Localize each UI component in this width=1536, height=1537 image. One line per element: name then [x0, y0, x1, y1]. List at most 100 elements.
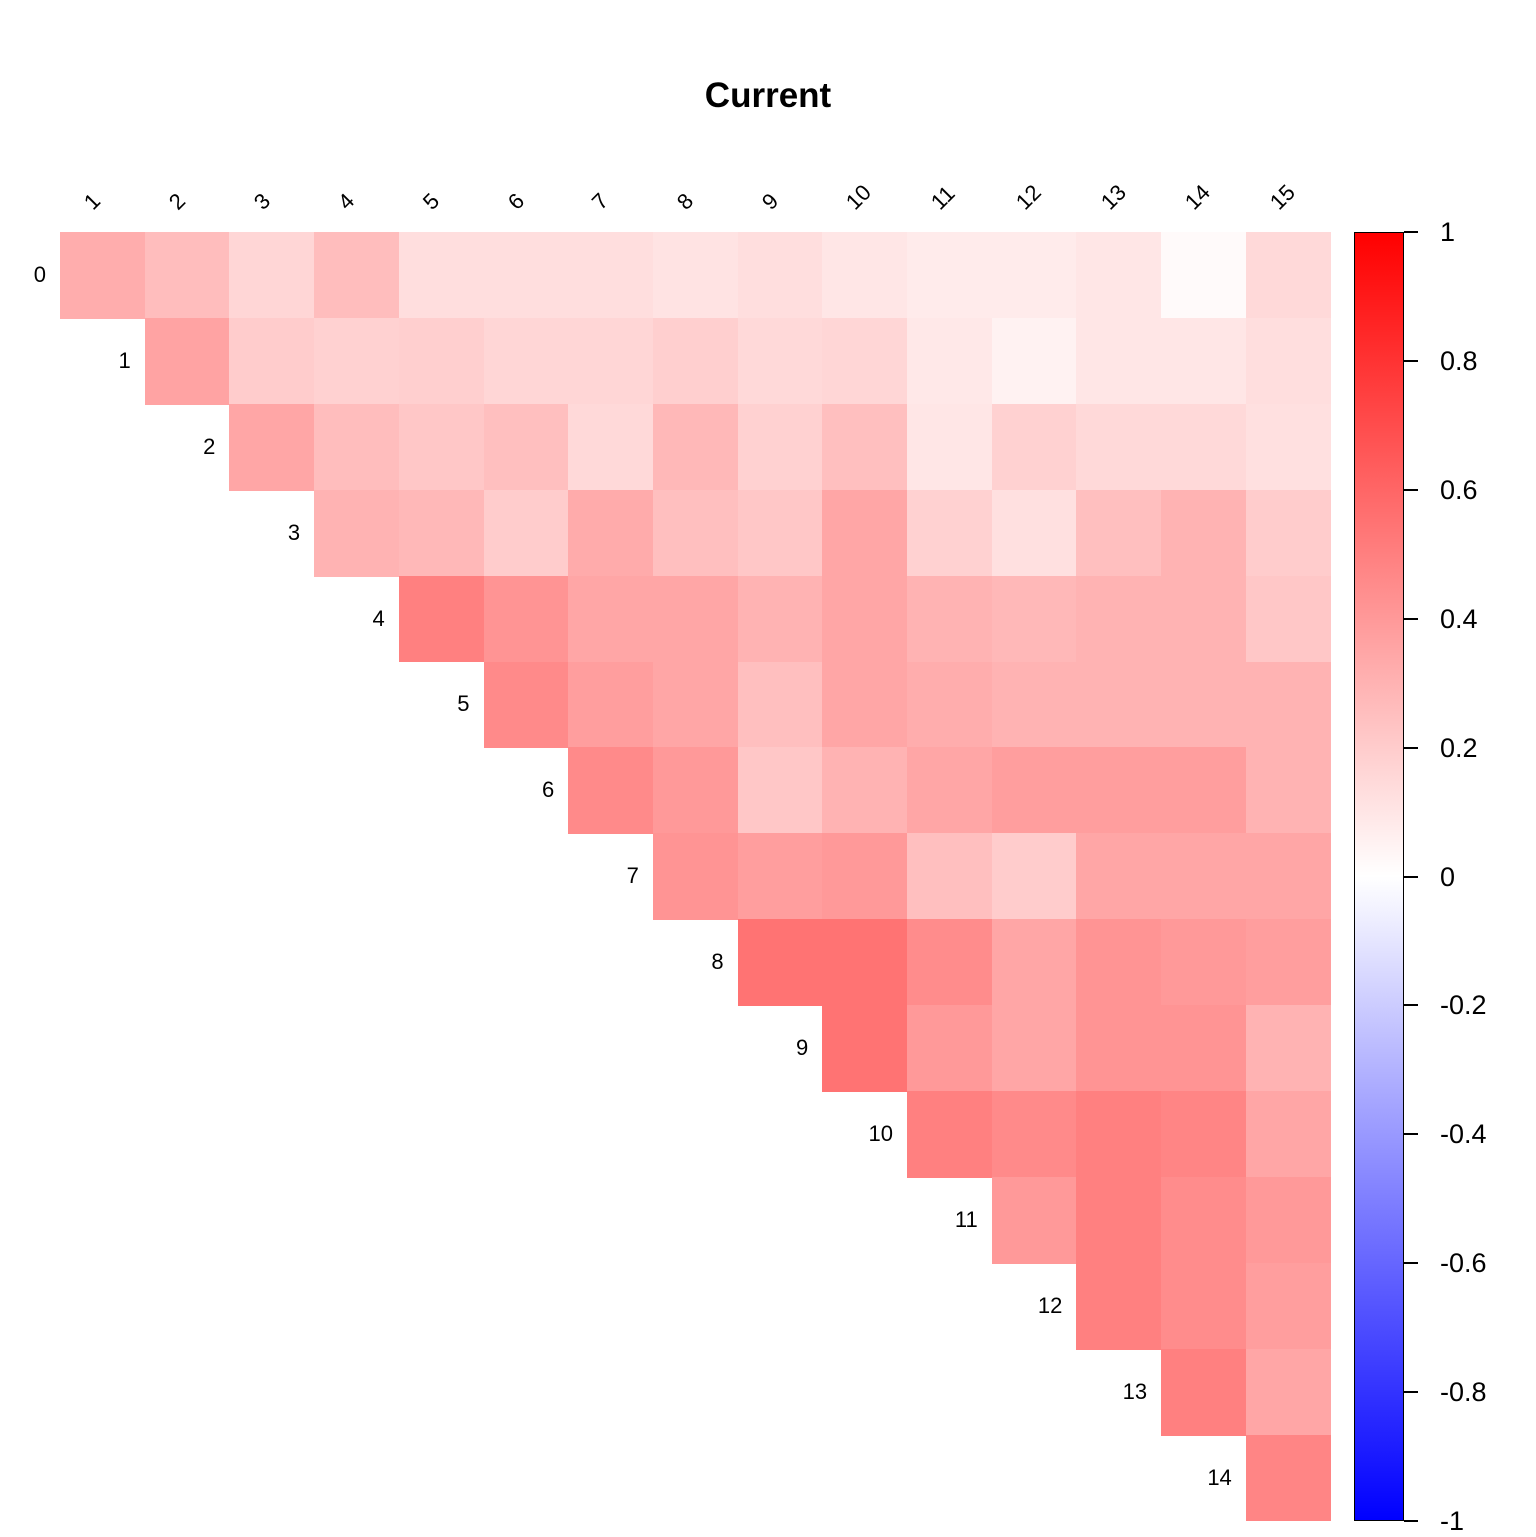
heatmap-cell-r0-c2: [144, 232, 231, 319]
heatmap-cell-r3-c13: [1076, 489, 1163, 577]
heatmap-cell-r3-c15: [1245, 489, 1332, 577]
heatmap-cell-r11-c12: [991, 1176, 1078, 1264]
heatmap-cell-r7-c10: [822, 833, 908, 921]
heatmap-cell-r2-c5: [398, 403, 485, 491]
colorbar-tick-label--0.2: -0.2: [1440, 990, 1487, 1021]
colorbar-tick-label--0.6: -0.6: [1440, 1248, 1487, 1279]
row-label-7: 7: [626, 863, 639, 889]
heatmap-cell-r4-c5: [398, 575, 485, 663]
heatmap-cell-r2-c7: [568, 403, 654, 491]
heatmap-cell-r14-c15: [1245, 1434, 1332, 1522]
heatmap-cell-r3-c14: [1161, 489, 1247, 577]
heatmap-cell-r0-c7: [568, 232, 654, 319]
heatmap-cell-r0-c4: [314, 232, 400, 319]
heatmap-cell-r6-c7: [568, 747, 654, 835]
heatmap-cell-r5-c9: [737, 661, 824, 749]
heatmap-cell-r0-c13: [1076, 232, 1163, 319]
heatmap-cell-r10-c15: [1245, 1091, 1332, 1178]
heatmap-cell-r7-c11: [907, 833, 993, 921]
heatmap-cell-r0-c8: [652, 232, 739, 319]
heatmap-cell-r0-c5: [398, 232, 485, 319]
row-label-10: 10: [868, 1120, 893, 1146]
heatmap-cell-r13-c15: [1245, 1348, 1332, 1436]
heatmap-cell-r4-c11: [907, 575, 993, 663]
colorbar-tick-label-0.2: 0.2: [1440, 732, 1478, 763]
heatmap-cell-r1-c13: [1076, 317, 1163, 405]
heatmap-cell-r11-c14: [1161, 1176, 1247, 1264]
heatmap-cell-r3-c4: [314, 489, 400, 577]
heatmap-cell-r2-c15: [1245, 403, 1332, 491]
heatmap-cell-r12-c13: [1076, 1262, 1163, 1350]
heatmap-cell-r1-c10: [822, 317, 908, 405]
heatmap-cell-r9-c15: [1245, 1005, 1332, 1092]
heatmap-cell-r5-c13: [1076, 661, 1163, 749]
colorbar-tick-mark: [1404, 1391, 1418, 1394]
heatmap-cell-r8-c13: [1076, 919, 1163, 1007]
colorbar-tick-label-0.4: 0.4: [1440, 603, 1478, 634]
colorbar-tick-label-0.6: 0.6: [1440, 474, 1478, 505]
heatmap-cell-r7-c12: [991, 833, 1078, 921]
heatmap-cell-r1-c7: [568, 317, 654, 405]
heatmap-cell-r1-c15: [1245, 317, 1332, 405]
heatmap-cell-r4-c7: [568, 575, 654, 663]
heatmap-cell-r4-c12: [991, 575, 1078, 663]
col-label-1: 1: [79, 188, 106, 215]
col-label-5: 5: [417, 188, 445, 215]
row-label-0: 0: [33, 261, 46, 287]
heatmap-cell-r8-c10: [822, 919, 908, 1007]
heatmap-cell-r11-c13: [1076, 1176, 1163, 1264]
heatmap-cell-r9-c11: [907, 1005, 993, 1092]
row-label-6: 6: [541, 777, 555, 803]
heatmap-cell-r9-c13: [1076, 1005, 1163, 1092]
heatmap-cell-r6-c13: [1076, 747, 1163, 835]
heatmap-cell-r6-c10: [822, 747, 908, 835]
row-label-2: 2: [203, 433, 216, 459]
heatmap-cell-r2-c12: [991, 403, 1078, 491]
heatmap-cell-r1-c4: [314, 317, 400, 405]
col-label-9: 9: [756, 188, 783, 215]
heatmap-cell-r8-c15: [1245, 919, 1332, 1007]
col-label-2: 2: [163, 188, 191, 215]
colorbar-gradient: [1354, 232, 1404, 1521]
heatmap-cell-r0-c10: [822, 232, 908, 319]
heatmap-cell-r2-c10: [822, 403, 908, 491]
heatmap-cell-r4-c6: [483, 575, 570, 663]
colorbar-tick-label-0.8: 0.8: [1440, 345, 1478, 376]
col-label-15: 15: [1264, 179, 1300, 215]
heatmap-cell-r4-c10: [822, 575, 908, 663]
row-label-8: 8: [711, 949, 724, 975]
row-label-4: 4: [372, 605, 385, 631]
colorbar-tick-label-1: 1: [1440, 217, 1456, 247]
heatmap-cell-r8-c11: [907, 919, 993, 1007]
heatmap-cell-r0-c12: [991, 232, 1078, 319]
row-label-9: 9: [796, 1035, 809, 1061]
heatmap-cell-r4-c13: [1076, 575, 1163, 663]
heatmap-cell-r0-c6: [483, 232, 570, 319]
heatmap-cell-r2-c8: [652, 403, 739, 491]
row-label-14: 14: [1207, 1464, 1232, 1490]
heatmap-cell-r9-c10: [822, 1005, 908, 1092]
col-label-7: 7: [587, 188, 614, 215]
col-label-13: 13: [1095, 179, 1131, 215]
colorbar-tick-mark: [1404, 359, 1418, 362]
heatmap-cell-r0-c11: [907, 232, 993, 319]
heatmap-cell-r5-c14: [1161, 661, 1247, 749]
row-label-3: 3: [287, 519, 301, 545]
col-label-4: 4: [333, 188, 360, 215]
heatmap-cell-r3-c12: [991, 489, 1078, 577]
heatmap-cell-r7-c14: [1161, 833, 1247, 921]
heatmap-cell-r1-c3: [229, 317, 316, 405]
heatmap-cell-r3-c5: [398, 489, 485, 577]
heatmap-cell-r3-c10: [822, 489, 908, 577]
colorbar-tick-label--0.4: -0.4: [1440, 1119, 1487, 1150]
heatmap-cell-r1-c8: [652, 317, 739, 405]
heatmap-cell-r0-c3: [229, 232, 316, 319]
heatmap-cell-r3-c7: [568, 489, 654, 577]
heatmap-cell-r0-c9: [737, 232, 824, 319]
heatmap-cell-r1-c11: [907, 317, 993, 405]
heatmap-cell-r2-c14: [1161, 403, 1247, 491]
heatmap-cell-r9-c14: [1161, 1005, 1247, 1092]
heatmap-cell-r4-c14: [1161, 575, 1247, 663]
heatmap-cell-r7-c15: [1245, 833, 1332, 921]
